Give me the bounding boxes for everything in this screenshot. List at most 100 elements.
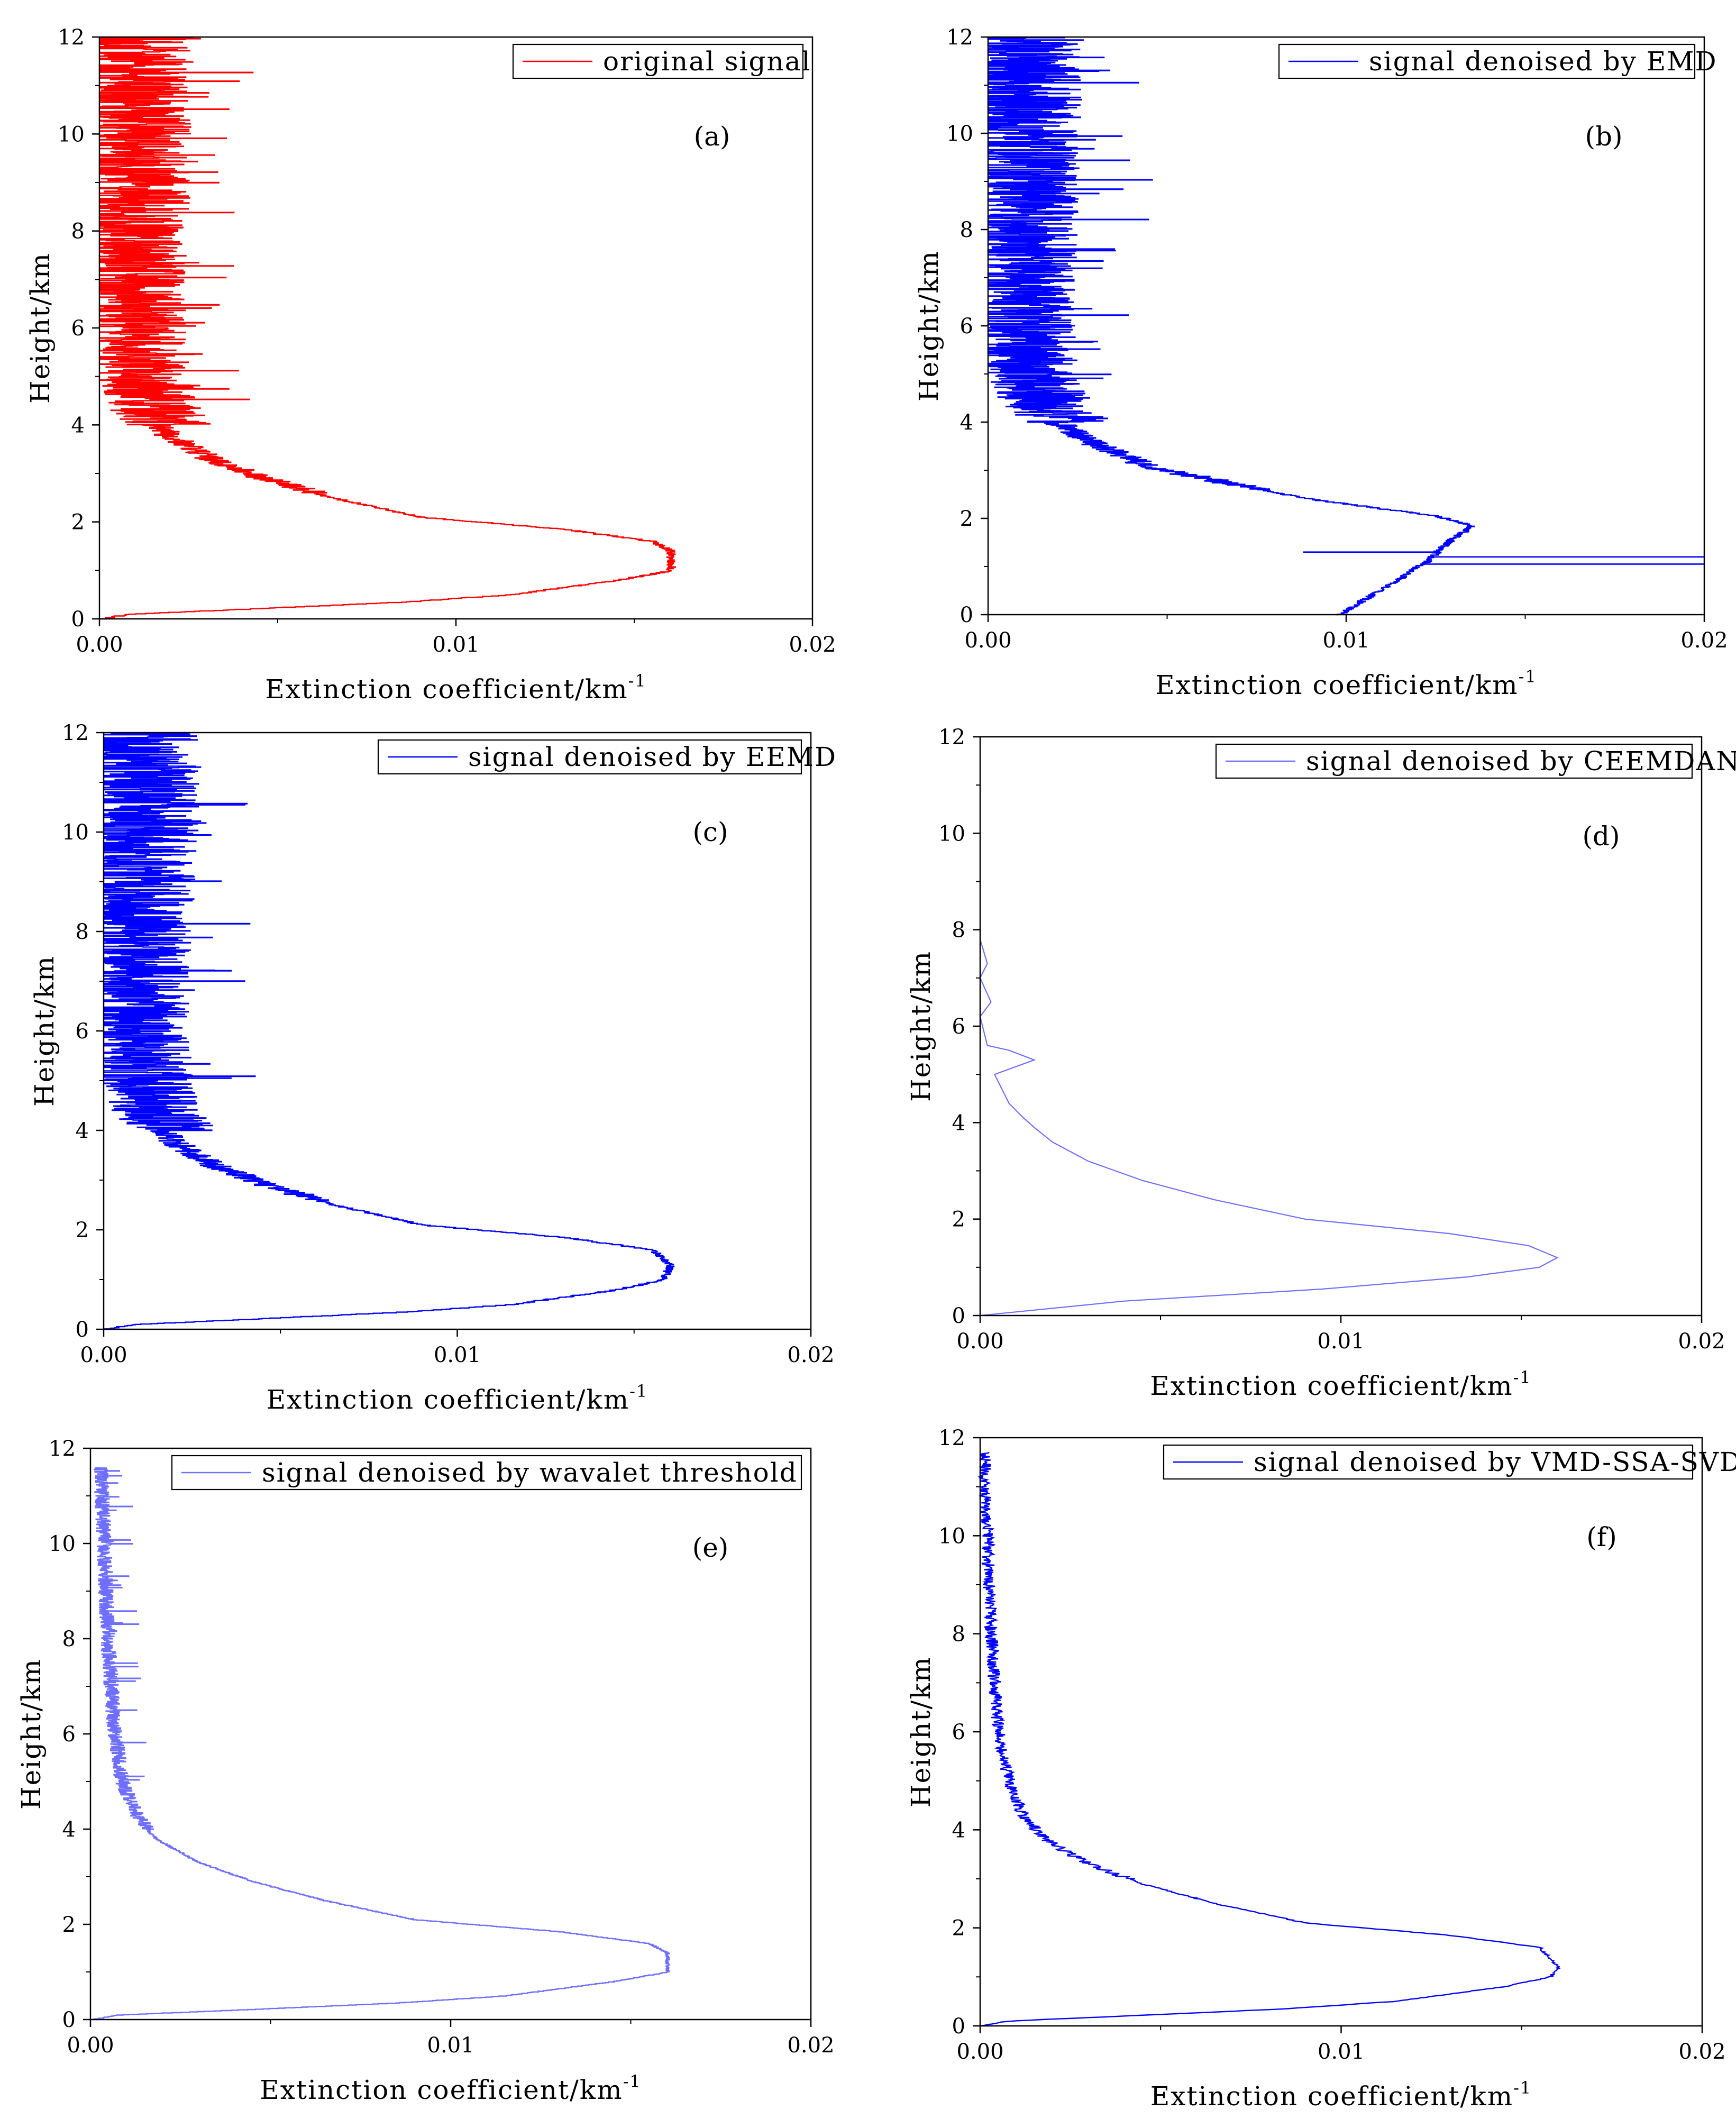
chart-svg-c: 0.00 0.01 0.02 0 2 4 6 8 10 12 Extinction coeffici… bbox=[29, 721, 836, 1415]
x-tick-label: 0.02 bbox=[787, 1343, 834, 1367]
x-tick-label: 0.00 bbox=[956, 1329, 1003, 1354]
x-tick-label: 0.01 bbox=[427, 2033, 474, 2058]
chart-panel-b: 0.00 0.01 0.02 0 2 4 6 8 10 12 Extinction coeffici… bbox=[868, 0, 1736, 706]
y-tick-label: 2 bbox=[76, 1218, 89, 1243]
y-tick-label: 6 bbox=[76, 1019, 89, 1044]
x-tick-label: 0.02 bbox=[787, 2033, 834, 2058]
y-tick-label: 12 bbox=[62, 721, 89, 745]
x-axis-label: Extinction coefficient/km-1 bbox=[1155, 666, 1537, 700]
chart-panel-d: 0.00 0.01 0.02 0 2 4 6 8 10 12 Extinction coeffici… bbox=[868, 706, 1736, 1412]
x-tick-label: 0.01 bbox=[1322, 628, 1369, 653]
y-tick-label: 0 bbox=[952, 2014, 965, 2039]
chart-panel-a: 0.00 0.01 0.02 0 2 4 6 8 10 12 Extinction coeffici… bbox=[0, 0, 868, 706]
chart-svg-b: 0.00 0.01 0.02 0 2 4 6 8 10 12 Extinction coeffici… bbox=[913, 25, 1728, 700]
x-axis-label: Extinction coefficient/km-1 bbox=[260, 2071, 642, 2105]
x-tick-label: 0.02 bbox=[789, 633, 836, 657]
y-tick-label: 2 bbox=[952, 1916, 965, 1941]
panel-label: (a) bbox=[694, 121, 730, 152]
y-tick-label: 10 bbox=[938, 821, 965, 846]
y-axis-label: Height/km bbox=[16, 1658, 47, 1810]
legend: signal denoised by EEMD bbox=[377, 739, 836, 775]
x-tick-label: 0.00 bbox=[964, 628, 1011, 653]
chart-panel-e: 0.00 0.01 0.02 0 2 4 6 8 10 12 Extinction coeffici… bbox=[0, 1412, 868, 2119]
y-axis-label: Height/km bbox=[906, 1656, 936, 1807]
x-tick-label: 0.00 bbox=[67, 2033, 114, 2058]
x-tick-label: 0.02 bbox=[1680, 628, 1728, 653]
series-line bbox=[103, 732, 675, 1330]
legend: signal denoised by wavalet threshold bbox=[171, 1455, 802, 1491]
legend: signal denoised by EMD bbox=[1278, 43, 1717, 79]
chart-svg-f: 0.00 0.01 0.02 0 2 4 6 8 10 12 Extinction coeffici… bbox=[906, 1426, 1736, 2112]
legend: signal denoised by VMD-SSA-SVD bbox=[1163, 1444, 1736, 1480]
y-tick-label: 0 bbox=[960, 603, 973, 627]
x-tick-label: 0.01 bbox=[434, 1343, 481, 1367]
y-tick-label: 6 bbox=[960, 314, 973, 339]
series-line bbox=[90, 1467, 670, 2021]
panel-label: (b) bbox=[1585, 121, 1622, 152]
legend-label: signal denoised by CEEMDAN bbox=[1306, 746, 1736, 777]
legend-label: signal denoised by wavalet threshold bbox=[262, 1457, 798, 1488]
x-tick-label: 0.00 bbox=[76, 633, 123, 657]
y-tick-label: 8 bbox=[952, 918, 965, 943]
y-tick-label: 12 bbox=[58, 25, 85, 50]
x-axis-label: Extinction coefficient/km-1 bbox=[267, 1381, 648, 1415]
y-tick-label: 10 bbox=[946, 122, 973, 146]
y-tick-label: 8 bbox=[76, 920, 89, 944]
x-tick-label: 0.01 bbox=[1317, 1329, 1364, 1354]
series-line bbox=[98, 36, 676, 620]
panel-label: (d) bbox=[1582, 821, 1620, 852]
legend-label: signal denoised by EMD bbox=[1369, 46, 1717, 77]
x-tick-label: 0.01 bbox=[1318, 2040, 1365, 2064]
y-tick-label: 0 bbox=[952, 1304, 965, 1328]
y-tick-label: 12 bbox=[49, 1437, 76, 1461]
y-tick-label: 8 bbox=[71, 220, 85, 244]
y-tick-label: 10 bbox=[58, 122, 85, 147]
chart-svg-a: 0.00 0.01 0.02 0 2 4 6 8 10 12 Extinction coeffici… bbox=[25, 25, 836, 705]
x-tick-label: 0.00 bbox=[956, 2040, 1003, 2064]
legend-label: original signal bbox=[603, 46, 811, 77]
legend-box bbox=[171, 1455, 802, 1491]
y-tick-label: 0 bbox=[76, 1318, 89, 1342]
y-tick-label: 8 bbox=[960, 218, 973, 242]
x-axis-label: Extinction coefficient/km-1 bbox=[1150, 1367, 1532, 1401]
y-tick-label: 8 bbox=[62, 1627, 76, 1651]
y-tick-label: 10 bbox=[938, 1524, 965, 1548]
series-line bbox=[987, 36, 1475, 616]
legend-label: signal denoised by VMD-SSA-SVD bbox=[1254, 1447, 1736, 1477]
legend: original signal bbox=[512, 43, 811, 79]
series-line bbox=[979, 939, 1559, 1317]
x-axis-label: Extinction coefficient/km-1 bbox=[1150, 2078, 1532, 2112]
y-tick-label: 2 bbox=[952, 1208, 965, 1232]
y-tick-label: 10 bbox=[49, 1532, 76, 1556]
y-axis-label: Height/km bbox=[906, 951, 936, 1102]
y-tick-label: 4 bbox=[960, 410, 973, 435]
y-tick-label: 6 bbox=[952, 1720, 965, 1744]
series-line bbox=[977, 1451, 1561, 2027]
y-tick-label: 12 bbox=[938, 725, 965, 750]
y-axis-label: Height/km bbox=[913, 250, 944, 401]
panel-label: (f) bbox=[1586, 1522, 1617, 1552]
y-tick-label: 2 bbox=[960, 507, 973, 531]
chart-svg-e: 0.00 0.01 0.02 0 2 4 6 8 10 12 Extinction coeffici… bbox=[16, 1437, 835, 2105]
x-tick-label: 0.01 bbox=[432, 633, 479, 657]
x-axis-label: Extinction coefficient/km-1 bbox=[265, 671, 647, 705]
x-tick-label: 0.02 bbox=[1678, 2040, 1725, 2064]
chart-panel-c: 0.00 0.01 0.02 0 2 4 6 8 10 12 Extinction coeffici… bbox=[0, 706, 868, 1415]
y-tick-label: 4 bbox=[62, 1817, 76, 1842]
y-axis-label: Height/km bbox=[29, 955, 60, 1107]
y-tick-label: 12 bbox=[946, 25, 973, 50]
y-tick-label: 2 bbox=[71, 510, 85, 535]
y-tick-label: 6 bbox=[71, 316, 85, 341]
y-tick-label: 10 bbox=[62, 820, 89, 845]
legend: signal denoised by CEEMDAN bbox=[1215, 743, 1736, 779]
chart-panel-f: 0.00 0.01 0.02 0 2 4 6 8 10 12 Extinction coeffici… bbox=[868, 1412, 1736, 2119]
chart-svg-d: 0.00 0.01 0.02 0 2 4 6 8 10 12 Extinction coeffici… bbox=[906, 725, 1736, 1401]
y-tick-label: 2 bbox=[62, 1913, 76, 1937]
y-tick-label: 0 bbox=[62, 2008, 76, 2032]
y-tick-label: 4 bbox=[952, 1818, 965, 1842]
panel-label: (e) bbox=[692, 1532, 729, 1563]
y-tick-label: 6 bbox=[952, 1015, 965, 1039]
x-tick-label: 0.02 bbox=[1678, 1329, 1725, 1354]
x-tick-label: 0.00 bbox=[80, 1343, 127, 1367]
